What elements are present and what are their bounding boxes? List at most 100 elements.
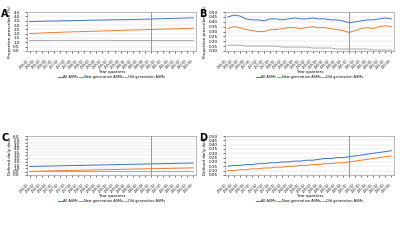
Old generation ASMs [377,173,382,176]
Old generation ASMs [225,173,230,176]
All ASMs [238,15,242,17]
All ASMs [310,17,315,19]
All ASMs [64,19,68,22]
New generation ASMs [268,28,273,31]
New generation ASMs [389,25,394,28]
New generation ASMs [167,167,172,170]
All ASMs [161,17,166,20]
Line: New generation ASMs: New generation ASMs [228,26,392,33]
New generation ASMs [377,156,382,159]
New generation ASMs [292,26,297,29]
All ASMs [76,164,81,167]
All ASMs [70,164,74,167]
All ASMs [250,163,254,166]
New generation ASMs [33,32,38,35]
Y-axis label: Defined daily dose: Defined daily dose [203,136,207,175]
New generation ASMs [167,28,172,30]
All ASMs [316,18,321,20]
New generation ASMs [82,169,87,172]
New generation ASMs [33,170,38,173]
All ASMs [225,15,230,18]
New generation ASMs [94,30,99,33]
New generation ASMs [46,170,50,172]
All ASMs [179,162,184,165]
Old generation ASMs [173,170,178,173]
All ASMs [142,18,147,21]
Old generation ASMs [298,46,303,48]
New generation ASMs [328,27,333,30]
All ASMs [322,18,327,20]
Old generation ASMs [286,46,291,48]
New generation ASMs [238,26,242,29]
All ASMs [179,17,184,20]
Old generation ASMs [322,173,327,176]
All ASMs [124,163,129,166]
Old generation ASMs [250,173,254,176]
New generation ASMs [256,30,260,33]
Old generation ASMs [148,39,153,42]
New generation ASMs [112,29,117,32]
Old generation ASMs [58,39,62,42]
New generation ASMs [142,168,147,170]
All ASMs [82,164,87,167]
New generation ASMs [304,164,309,167]
New generation ASMs [136,168,141,170]
New generation ASMs [383,155,388,158]
All ASMs [346,155,351,158]
All ASMs [377,18,382,20]
Old generation ASMs [298,173,303,176]
Old generation ASMs [389,49,394,51]
New generation ASMs [232,25,236,28]
Old generation ASMs [365,48,370,50]
New generation ASMs [173,167,178,170]
New generation ASMs [256,168,260,170]
New generation ASMs [46,31,50,34]
Line: All ASMs: All ASMs [228,15,392,23]
New generation ASMs [298,27,303,30]
New generation ASMs [136,29,141,31]
Old generation ASMs [52,39,56,42]
New generation ASMs [185,27,190,30]
New generation ASMs [346,31,351,34]
All ASMs [88,164,93,167]
New generation ASMs [148,28,153,31]
All ASMs [154,162,159,165]
All ASMs [58,165,62,167]
Old generation ASMs [76,39,81,42]
New generation ASMs [94,168,99,171]
Old generation ASMs [100,39,105,42]
Old generation ASMs [106,170,111,173]
Old generation ASMs [82,170,87,173]
New generation ASMs [250,29,254,32]
All ASMs [298,160,303,162]
Old generation ASMs [322,47,327,49]
Old generation ASMs [377,49,382,51]
New generation ASMs [340,29,345,32]
All ASMs [191,16,196,19]
New generation ASMs [185,167,190,169]
Old generation ASMs [94,170,99,173]
New generation ASMs [322,26,327,29]
Old generation ASMs [173,39,178,42]
All ASMs [33,165,38,168]
Legend: All ASMs, New generation ASMs, Old generation ASMs: All ASMs, New generation ASMs, Old gener… [56,74,167,81]
All ASMs [365,18,370,21]
Old generation ASMs [70,170,74,173]
Old generation ASMs [118,39,123,42]
New generation ASMs [383,24,388,27]
Line: New generation ASMs: New generation ASMs [30,168,193,171]
Y-axis label: Defined daily dose: Defined daily dose [8,136,12,175]
Old generation ASMs [274,45,279,48]
All ASMs [371,152,376,155]
Text: C: C [1,133,8,143]
All ASMs [359,154,364,157]
Old generation ASMs [280,173,285,176]
Legend: All ASMs, New generation ASMs, Old generation ASMs: All ASMs, New generation ASMs, Old gener… [56,198,167,205]
All ASMs [52,20,56,22]
All ASMs [173,17,178,20]
Old generation ASMs [346,173,351,176]
All ASMs [310,159,315,162]
New generation ASMs [274,166,279,168]
Old generation ASMs [353,48,358,50]
New generation ASMs [130,168,135,171]
